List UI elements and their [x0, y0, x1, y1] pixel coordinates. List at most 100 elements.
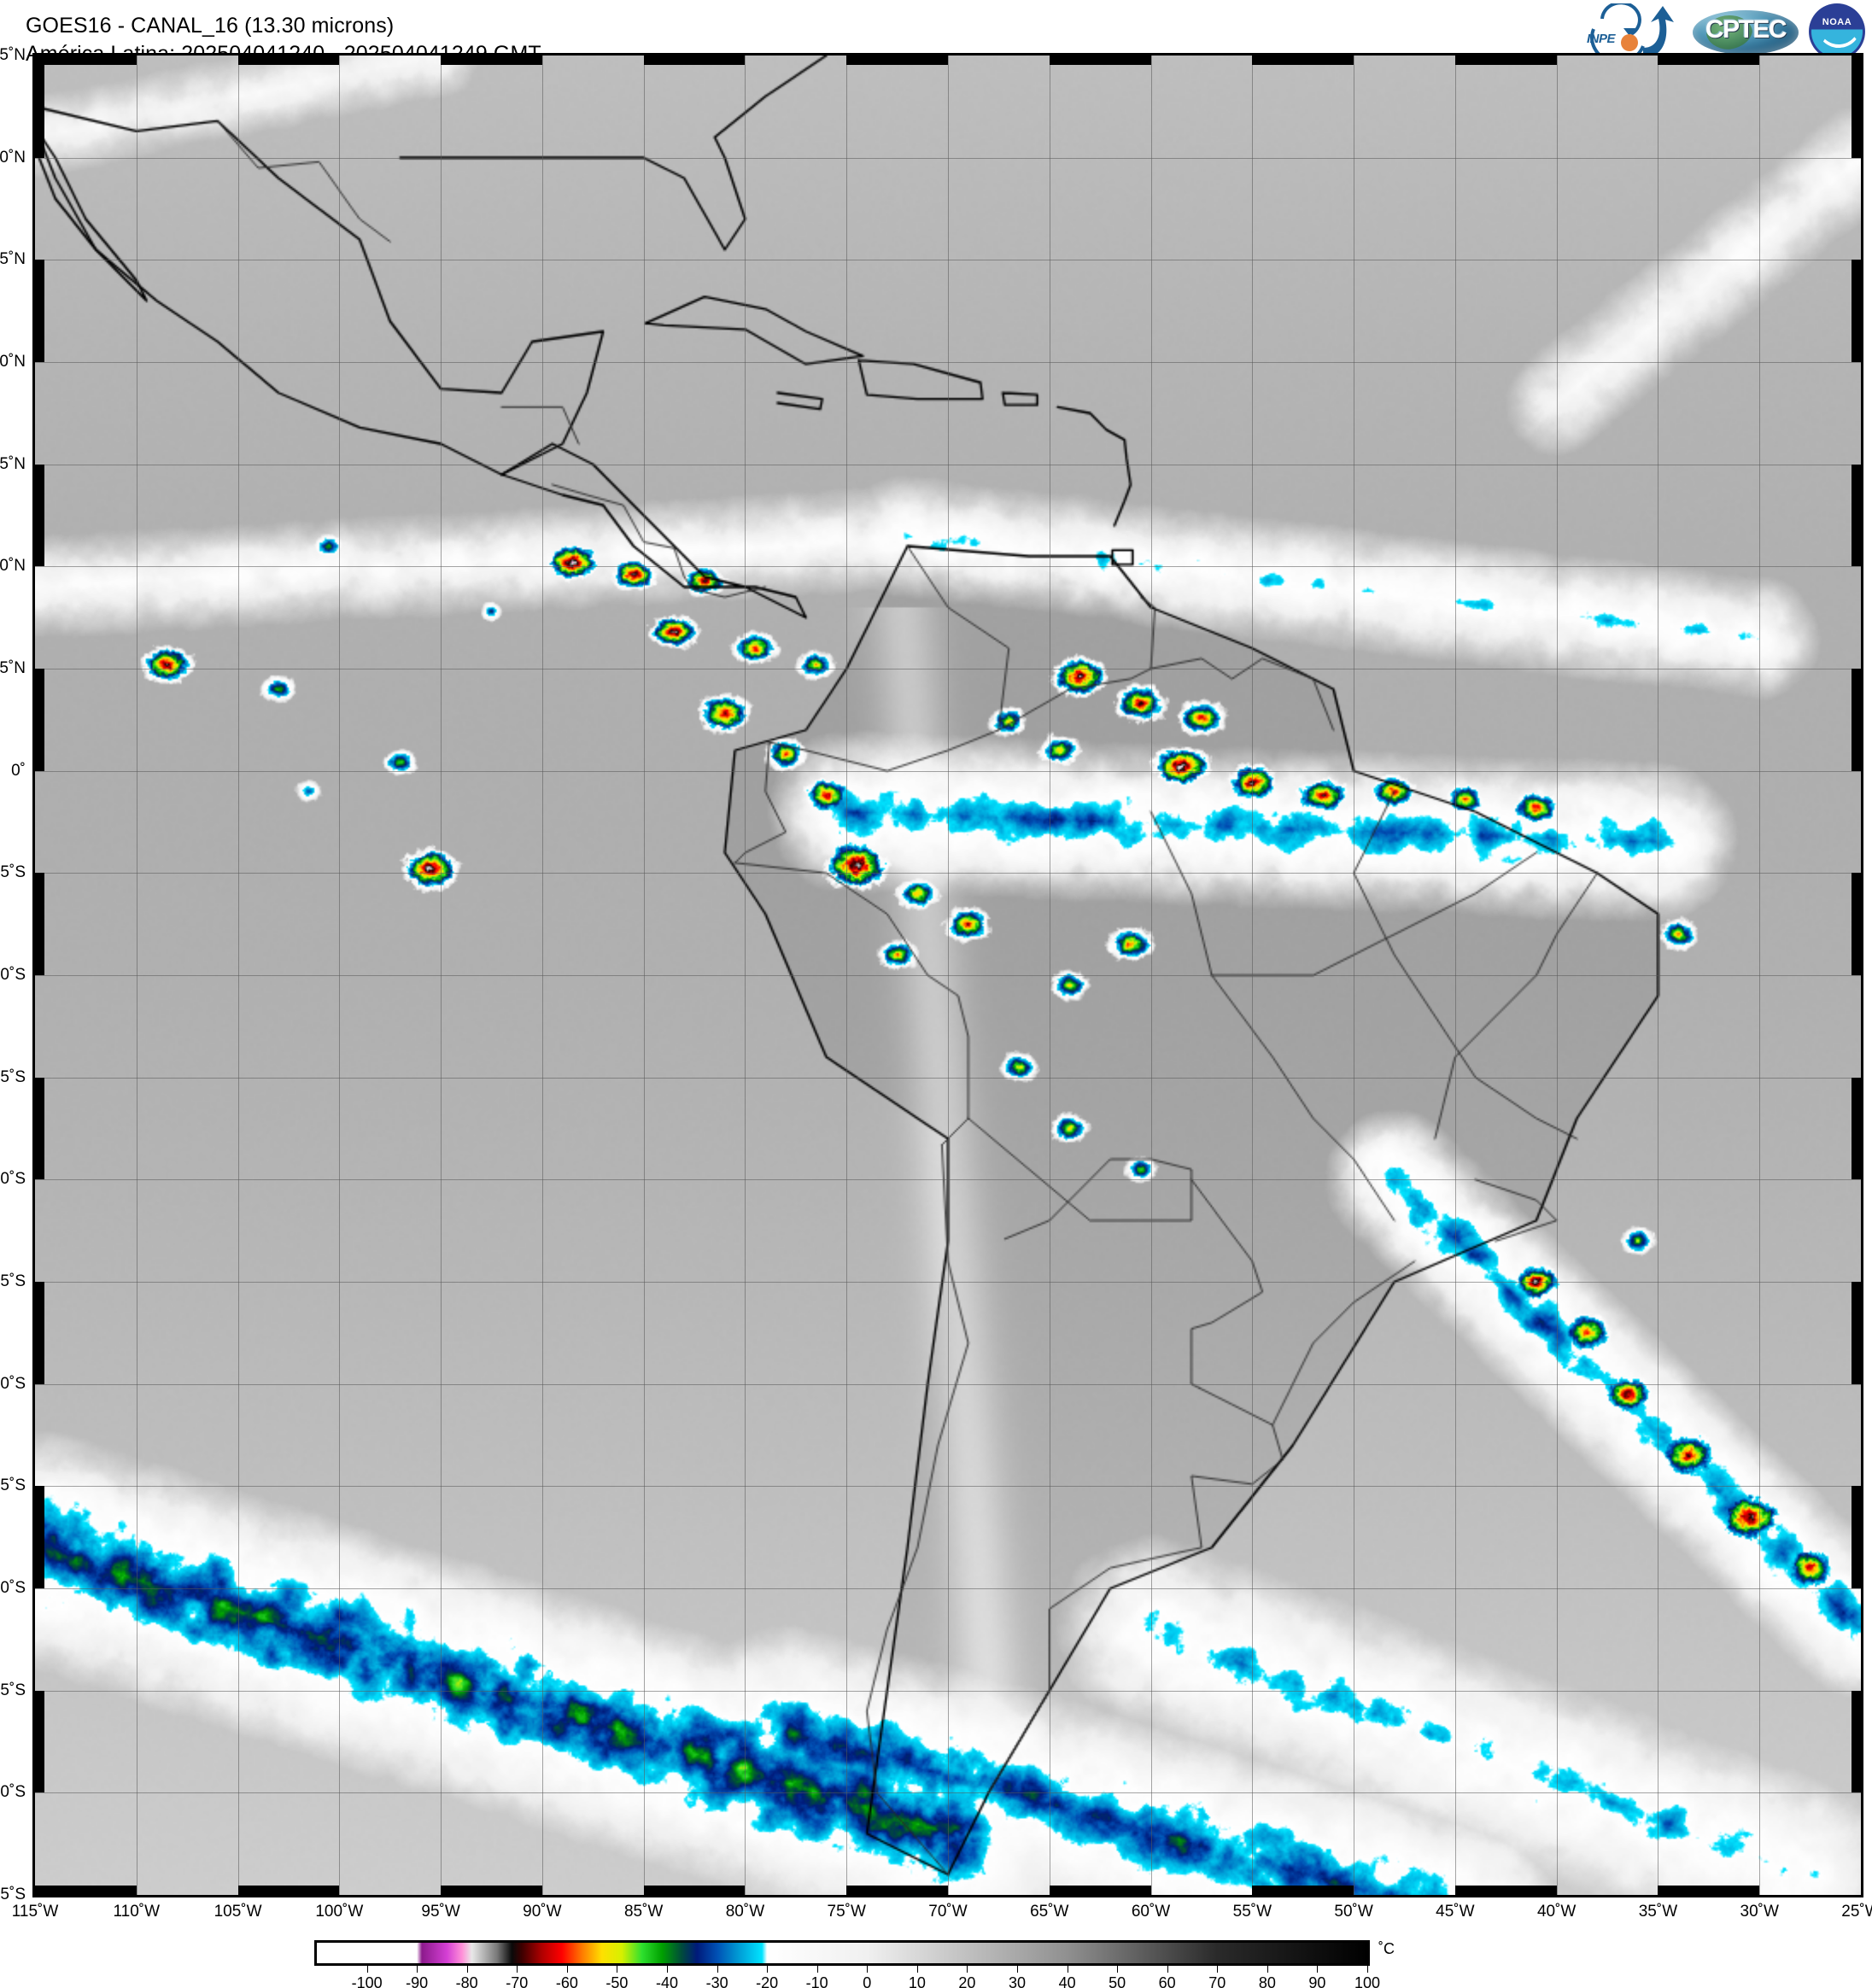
latitude-tick-label: 20˚N — [0, 353, 26, 371]
colorbar-tick — [667, 1966, 668, 1973]
colorbar-tick-label: -50 — [605, 1974, 629, 1988]
page-title: GOES16 - CANAL_16 (13.30 microns) — [26, 14, 395, 38]
axis-tick-segment — [35, 1886, 137, 1895]
colorbar-tick-label: 10 — [908, 1974, 926, 1988]
satellite-map[interactable] — [32, 53, 1863, 1897]
axis-tick-segment — [1852, 1282, 1861, 1384]
longitude-tick-label: 55˚W — [1232, 1903, 1272, 1921]
axis-tick-segment — [237, 1886, 340, 1895]
logo-strip: INPE CPTEC NOAA — [1577, 1, 1867, 64]
colorbar-tick — [466, 1966, 468, 1973]
colorbar-tick-label: 0 — [863, 1974, 872, 1988]
longitude-tick-label: 75˚W — [827, 1903, 866, 1921]
colorbar-tick — [867, 1966, 869, 1973]
axis-tick-segment — [35, 56, 137, 65]
colorbar-tick-label: 90 — [1308, 1974, 1326, 1988]
colorbar-tick-label: -40 — [655, 1974, 678, 1988]
axis-tick-segment — [1852, 1077, 1861, 1180]
colorbar-tick-label: 80 — [1258, 1974, 1276, 1988]
axis-tick-segment — [1658, 56, 1760, 65]
longitude-tick-label: 40˚W — [1536, 1903, 1577, 1921]
axis-tick-segment — [35, 1282, 44, 1384]
colorbar-tick-label: 20 — [958, 1974, 976, 1988]
colorbar-tick — [517, 1966, 518, 1973]
colorbar-tick — [767, 1966, 769, 1973]
longitude-tick-label: 60˚W — [1131, 1903, 1171, 1921]
latitude-tick-label: 35˚S — [0, 1476, 26, 1495]
axis-tick-segment — [441, 56, 542, 65]
colorbar-tick — [1217, 1966, 1219, 1973]
longitude-tick-label: 110˚W — [113, 1903, 161, 1921]
longitude-tick-label: 35˚W — [1638, 1903, 1678, 1921]
colorbar-tick-label: -30 — [705, 1974, 728, 1988]
longitude-tick-label: 30˚W — [1740, 1903, 1779, 1921]
colorbar-tick-label: 40 — [1058, 1974, 1076, 1988]
colorbar-frame — [314, 1940, 1370, 1966]
axis-tick-segment — [1852, 464, 1861, 567]
colorbar-tick-label: -10 — [805, 1974, 828, 1988]
inpe-dot-icon — [1621, 34, 1638, 51]
latitude-tick-label: 0˚ — [11, 761, 26, 780]
axis-tick-segment — [846, 1886, 948, 1895]
colorbar-tick — [717, 1966, 718, 1973]
satellite-imagery-canvas — [35, 56, 1861, 1895]
cptec-globe-icon — [1693, 10, 1799, 55]
colorbar-tick-label: -70 — [506, 1974, 529, 1988]
latitude-tick-label: 5˚S — [0, 863, 26, 882]
axis-tick-segment — [643, 1886, 746, 1895]
colorbar-tick — [417, 1966, 418, 1973]
axis-tick-segment — [35, 873, 44, 975]
colorbar-tick-label: -60 — [555, 1974, 578, 1988]
colorbar-tick-label: 50 — [1109, 1974, 1126, 1988]
axis-tick-segment — [35, 1077, 44, 1180]
axis-tick-segment — [35, 464, 44, 567]
colorbar-tick — [1017, 1966, 1018, 1973]
latitude-tick-label: 10˚N — [0, 557, 26, 576]
latitude-tick-label: 30˚S — [0, 1374, 26, 1393]
axis-tick-segment — [846, 56, 948, 65]
latitude-tick-label: 25˚N — [0, 250, 26, 269]
axis-tick-segment — [35, 1486, 44, 1588]
colorbar-tick — [916, 1966, 918, 1973]
axis-tick-segment — [1852, 873, 1861, 975]
axis-tick-segment — [1852, 1486, 1861, 1588]
longitude-tick-label: 95˚W — [421, 1903, 460, 1921]
colorbar-tick — [1367, 1966, 1368, 1973]
longitude-tick-label: 85˚W — [623, 1903, 664, 1921]
axis-tick-segment — [643, 56, 746, 65]
inpe-logo-text: INPE — [1587, 32, 1616, 46]
colorbar: -100 -90 -80 -70 -60 -50 -40 -30 -20 -10 0 10 20 30 40… — [314, 1940, 1380, 1988]
longitude-tick-label: 70˚W — [928, 1903, 968, 1921]
axis-tick-segment — [1252, 56, 1354, 65]
colorbar-tick-label: -90 — [406, 1974, 429, 1988]
axis-tick-segment — [1852, 669, 1861, 771]
latitude-tick-label: 15˚S — [0, 1067, 26, 1086]
longitude-tick-label: 50˚W — [1334, 1903, 1373, 1921]
colorbar-ticks: -100 -90 -80 -70 -60 -50 -40 -30 -20 -10 0 10 20 30 40… — [314, 1966, 1380, 1988]
latitude-tick-label: 5˚N — [0, 659, 26, 677]
colorbar-tick — [1267, 1966, 1268, 1973]
latitude-tick-label: 25˚S — [0, 1272, 26, 1290]
cptec-logo: CPTEC — [1691, 3, 1800, 60]
colorbar-tick-label: -100 — [351, 1974, 383, 1988]
colorbar-tick — [1167, 1966, 1168, 1973]
axis-tick-segment — [1454, 1886, 1557, 1895]
axis-tick-segment — [441, 1886, 542, 1895]
axis-tick-segment — [35, 56, 44, 158]
latitude-tick-label: 55˚S — [0, 1886, 26, 1903]
latitude-tick-label: 45˚S — [0, 1681, 26, 1699]
colorbar-tick — [566, 1966, 568, 1973]
longitude-tick-label: 100˚W — [315, 1903, 364, 1921]
longitude-tick-label: 25˚W — [1841, 1903, 1872, 1921]
noaa-logo: NOAA — [1809, 3, 1867, 60]
axis-tick-segment — [1852, 260, 1861, 362]
colorbar-tick — [1117, 1966, 1119, 1973]
colorbar-tick — [1317, 1966, 1319, 1973]
axis-tick-segment — [1252, 1886, 1354, 1895]
colorbar-tick-label: 30 — [1008, 1974, 1027, 1988]
colorbar-tick-label: -80 — [455, 1974, 478, 1988]
axis-tick-segment — [35, 1690, 44, 1793]
noaa-bird-icon — [1816, 24, 1863, 50]
axis-tick-segment — [35, 260, 44, 362]
